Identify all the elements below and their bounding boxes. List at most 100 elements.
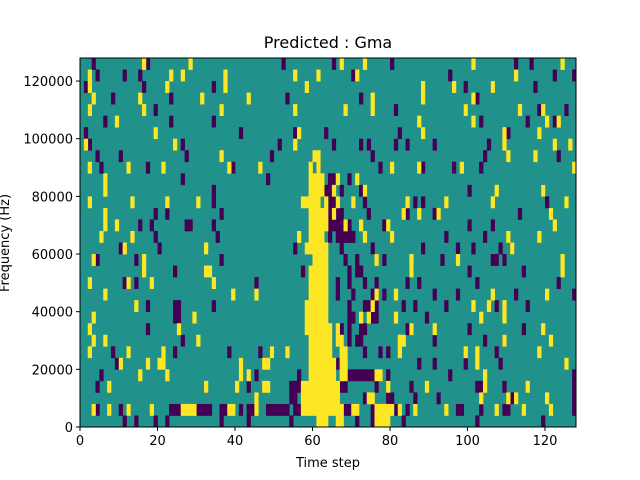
heatmap-cell-high	[300, 196, 306, 209]
heatmap-cell-low	[153, 415, 158, 428]
heatmap-cell-high	[390, 161, 395, 174]
heatmap-cell-high	[138, 92, 143, 105]
heatmap-cell-low	[293, 403, 298, 416]
heatmap-cell-high	[548, 207, 554, 220]
heatmap-cell-high	[444, 403, 449, 416]
heatmap-cell-low	[335, 277, 340, 289]
heatmap-cell-low	[328, 219, 333, 232]
heatmap-cell-low	[118, 403, 123, 416]
heatmap-cell-low	[134, 277, 139, 289]
heatmap-cell-high	[339, 415, 344, 428]
heatmap-cell-high	[312, 311, 317, 324]
heatmap-cell-high	[192, 311, 197, 324]
heatmap-cell-low	[99, 369, 104, 382]
heatmap-cell-low	[219, 415, 224, 428]
heatmap-cell-high	[316, 254, 321, 266]
heatmap-cell-low	[343, 403, 348, 416]
heatmap-cell-low	[293, 380, 298, 393]
heatmap-cell-low	[355, 369, 360, 382]
heatmap-cell-high	[324, 300, 329, 313]
heatmap-cell-high	[545, 392, 550, 405]
heatmap-cell-high	[312, 277, 317, 289]
heatmap-cell-high	[393, 288, 399, 301]
heatmap-cell-high	[339, 334, 344, 347]
heatmap-cell-low	[91, 58, 96, 70]
heatmap-cell-low	[409, 380, 414, 393]
heatmap-cell-high	[161, 161, 166, 174]
heatmap-cell-high	[552, 138, 557, 151]
heatmap-cell-high	[324, 196, 329, 209]
heatmap-cell-high	[312, 403, 317, 416]
heatmap-cell-low	[545, 196, 550, 209]
heatmap-cell-high	[142, 58, 147, 70]
heatmap-cell-low	[95, 150, 100, 163]
heatmap-cell-high	[316, 380, 321, 393]
heatmap-cell-low	[114, 357, 120, 370]
heatmap-cell-low	[351, 230, 356, 243]
heatmap-cell-low	[475, 380, 480, 393]
heatmap-cell-low	[370, 403, 375, 416]
heatmap-cell-high	[145, 357, 151, 370]
heatmap-cell-high	[312, 369, 317, 382]
heatmap-cell-low	[153, 230, 158, 243]
heatmap-cell-low	[269, 403, 275, 416]
heatmap-cell-high	[138, 369, 143, 382]
heatmap-cell-high	[304, 242, 309, 255]
heatmap-cell-low	[331, 58, 337, 70]
heatmap-cell-low	[99, 161, 104, 174]
heatmap-cell-low	[486, 138, 492, 151]
heatmap-cell-low	[134, 254, 139, 266]
heatmap-cell-low	[339, 207, 344, 220]
heatmap-cell-low	[366, 369, 371, 382]
heatmap-cell-high	[366, 392, 371, 405]
heatmap-cell-high	[324, 357, 329, 370]
heatmap-cell-high	[316, 334, 321, 347]
heatmap-cell-low	[370, 369, 375, 382]
heatmap-cell-low	[173, 265, 178, 278]
heatmap-cell-low	[328, 230, 333, 243]
heatmap-cell-high	[196, 196, 201, 209]
heatmap-cell-high	[308, 207, 313, 220]
heatmap-cell-high	[91, 334, 96, 347]
heatmap-cell-low	[331, 219, 337, 232]
heatmap-cell-low	[293, 392, 298, 405]
heatmap-cell-high	[386, 403, 391, 416]
heatmap-cell-high	[370, 300, 375, 313]
heatmap-cell-low	[223, 403, 228, 416]
heatmap-cell-high	[324, 380, 329, 393]
heatmap-cell-high	[506, 230, 511, 243]
heatmap-cell-high	[374, 369, 379, 382]
heatmap-cell-low	[157, 242, 162, 255]
heatmap-cell-low	[347, 265, 352, 278]
heatmap-cell-low	[521, 323, 526, 336]
heatmap-cell-low	[297, 380, 302, 393]
heatmap-cell-high	[316, 403, 321, 416]
heatmap-cell-high	[87, 81, 92, 93]
heatmap-cell-low	[134, 415, 139, 428]
heatmap-cell-high	[517, 104, 523, 117]
heatmap-cell-low	[145, 323, 151, 336]
heatmap-cell-low	[328, 196, 333, 209]
heatmap-cell-high	[421, 92, 426, 105]
heatmap-cell-low	[165, 207, 170, 220]
heatmap-cell-low	[506, 403, 511, 416]
heatmap-cell-high	[324, 323, 329, 336]
heatmap-cell-high	[266, 380, 271, 393]
heatmap-cell-low	[514, 58, 519, 70]
heatmap-cell-low	[339, 184, 344, 197]
heatmap-cell-low	[359, 138, 364, 151]
heatmap-cell-high	[479, 311, 484, 324]
heatmap-cell-low	[339, 219, 344, 232]
heatmap-cell-low	[479, 115, 484, 128]
heatmap-cell-high	[134, 300, 139, 313]
heatmap-cell-low	[494, 346, 499, 359]
heatmap-cell-low	[343, 380, 348, 393]
heatmap-cell-low	[153, 207, 158, 220]
heatmap-cell-high	[494, 184, 499, 197]
heatmap-cell-low	[362, 346, 368, 359]
heatmap-cell-high	[246, 369, 251, 382]
heatmap-cell-high	[87, 323, 92, 336]
heatmap-cell-high	[312, 346, 317, 359]
heatmap-cell-low	[448, 69, 453, 82]
